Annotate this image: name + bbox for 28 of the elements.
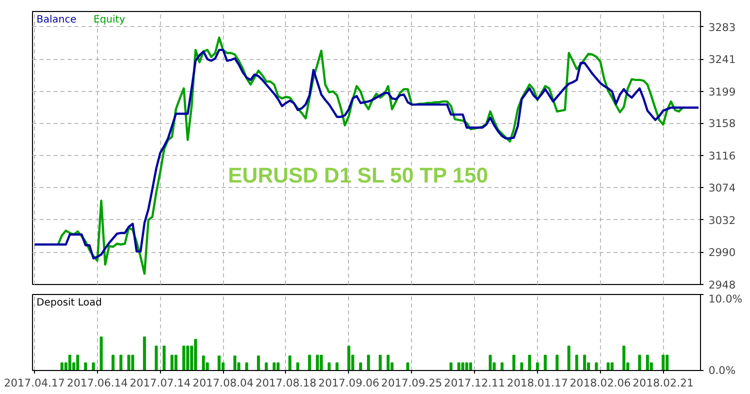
y-tick-label: 3116	[708, 149, 736, 162]
x-tick-label: 2017.08.18	[255, 376, 317, 390]
y-tick-label: 3158	[708, 117, 736, 130]
y-tick-label: 2990	[708, 246, 736, 260]
y-tick-label: 3241	[708, 53, 736, 66]
line-series	[33, 48, 700, 260]
x-tick-label: 2017.09.25	[381, 376, 442, 390]
y-tick-label: 3074	[708, 182, 736, 195]
y-tick-label: 0.0%	[708, 364, 736, 377]
annotation: EURUSD D1 SL 50 TP 150	[228, 163, 488, 188]
x-tick-label: 2018.02.21	[632, 376, 694, 390]
x-tick-label: 2018.01.17	[506, 376, 568, 390]
y-tick-label: 10.0%	[708, 292, 742, 306]
line-series	[56, 36, 684, 275]
chart-title: Deposit Load	[36, 298, 102, 308]
y-tick-label: 3199	[708, 85, 736, 98]
x-tick-label: 2017.06.14	[66, 376, 128, 390]
text: Equity	[94, 14, 126, 26]
y-tick-label: 3032	[708, 214, 736, 227]
x-tick-label: 2017.07.14	[130, 376, 191, 390]
x-tick-label: 2017.12.11	[444, 376, 506, 390]
y-tick-label: 3283	[708, 20, 736, 34]
text: Balance	[36, 14, 76, 26]
x-tick-label: 2017.08.04	[192, 376, 254, 390]
x-tick-label: 2018.02.06	[570, 376, 632, 390]
y-tick-label: 2948	[708, 278, 736, 292]
x-tick-label: 2017.09.06	[318, 376, 380, 390]
x-tick-label: 2017.04.17	[4, 376, 65, 390]
